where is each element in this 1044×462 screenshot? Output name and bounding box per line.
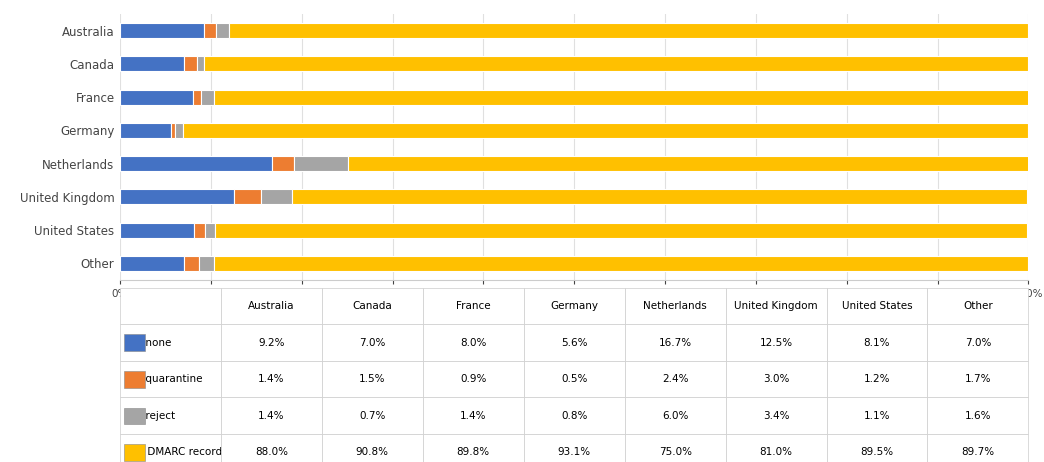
Bar xyxy=(120,90,193,104)
Bar xyxy=(120,123,171,138)
Bar xyxy=(216,23,229,38)
Bar xyxy=(271,156,293,171)
Bar xyxy=(204,23,216,38)
Bar xyxy=(229,23,1028,38)
Bar xyxy=(184,256,199,271)
Bar xyxy=(120,156,271,171)
Bar xyxy=(200,90,214,104)
Bar xyxy=(214,223,1027,238)
Bar xyxy=(193,223,205,238)
Bar xyxy=(120,56,184,71)
Bar xyxy=(348,156,1029,171)
Bar xyxy=(197,56,204,71)
Bar xyxy=(204,56,1028,71)
Bar xyxy=(214,256,1028,271)
Bar xyxy=(193,90,200,104)
Bar xyxy=(175,123,183,138)
Bar xyxy=(293,156,348,171)
Bar xyxy=(120,223,193,238)
Bar xyxy=(120,256,184,271)
Bar xyxy=(184,56,197,71)
Bar xyxy=(171,123,175,138)
Bar xyxy=(214,90,1029,104)
Bar xyxy=(234,189,261,204)
Bar xyxy=(120,23,204,38)
Bar xyxy=(183,123,1028,138)
Bar xyxy=(291,189,1027,204)
Bar xyxy=(261,189,291,204)
Bar xyxy=(205,223,214,238)
Bar xyxy=(199,256,214,271)
Bar xyxy=(120,189,234,204)
